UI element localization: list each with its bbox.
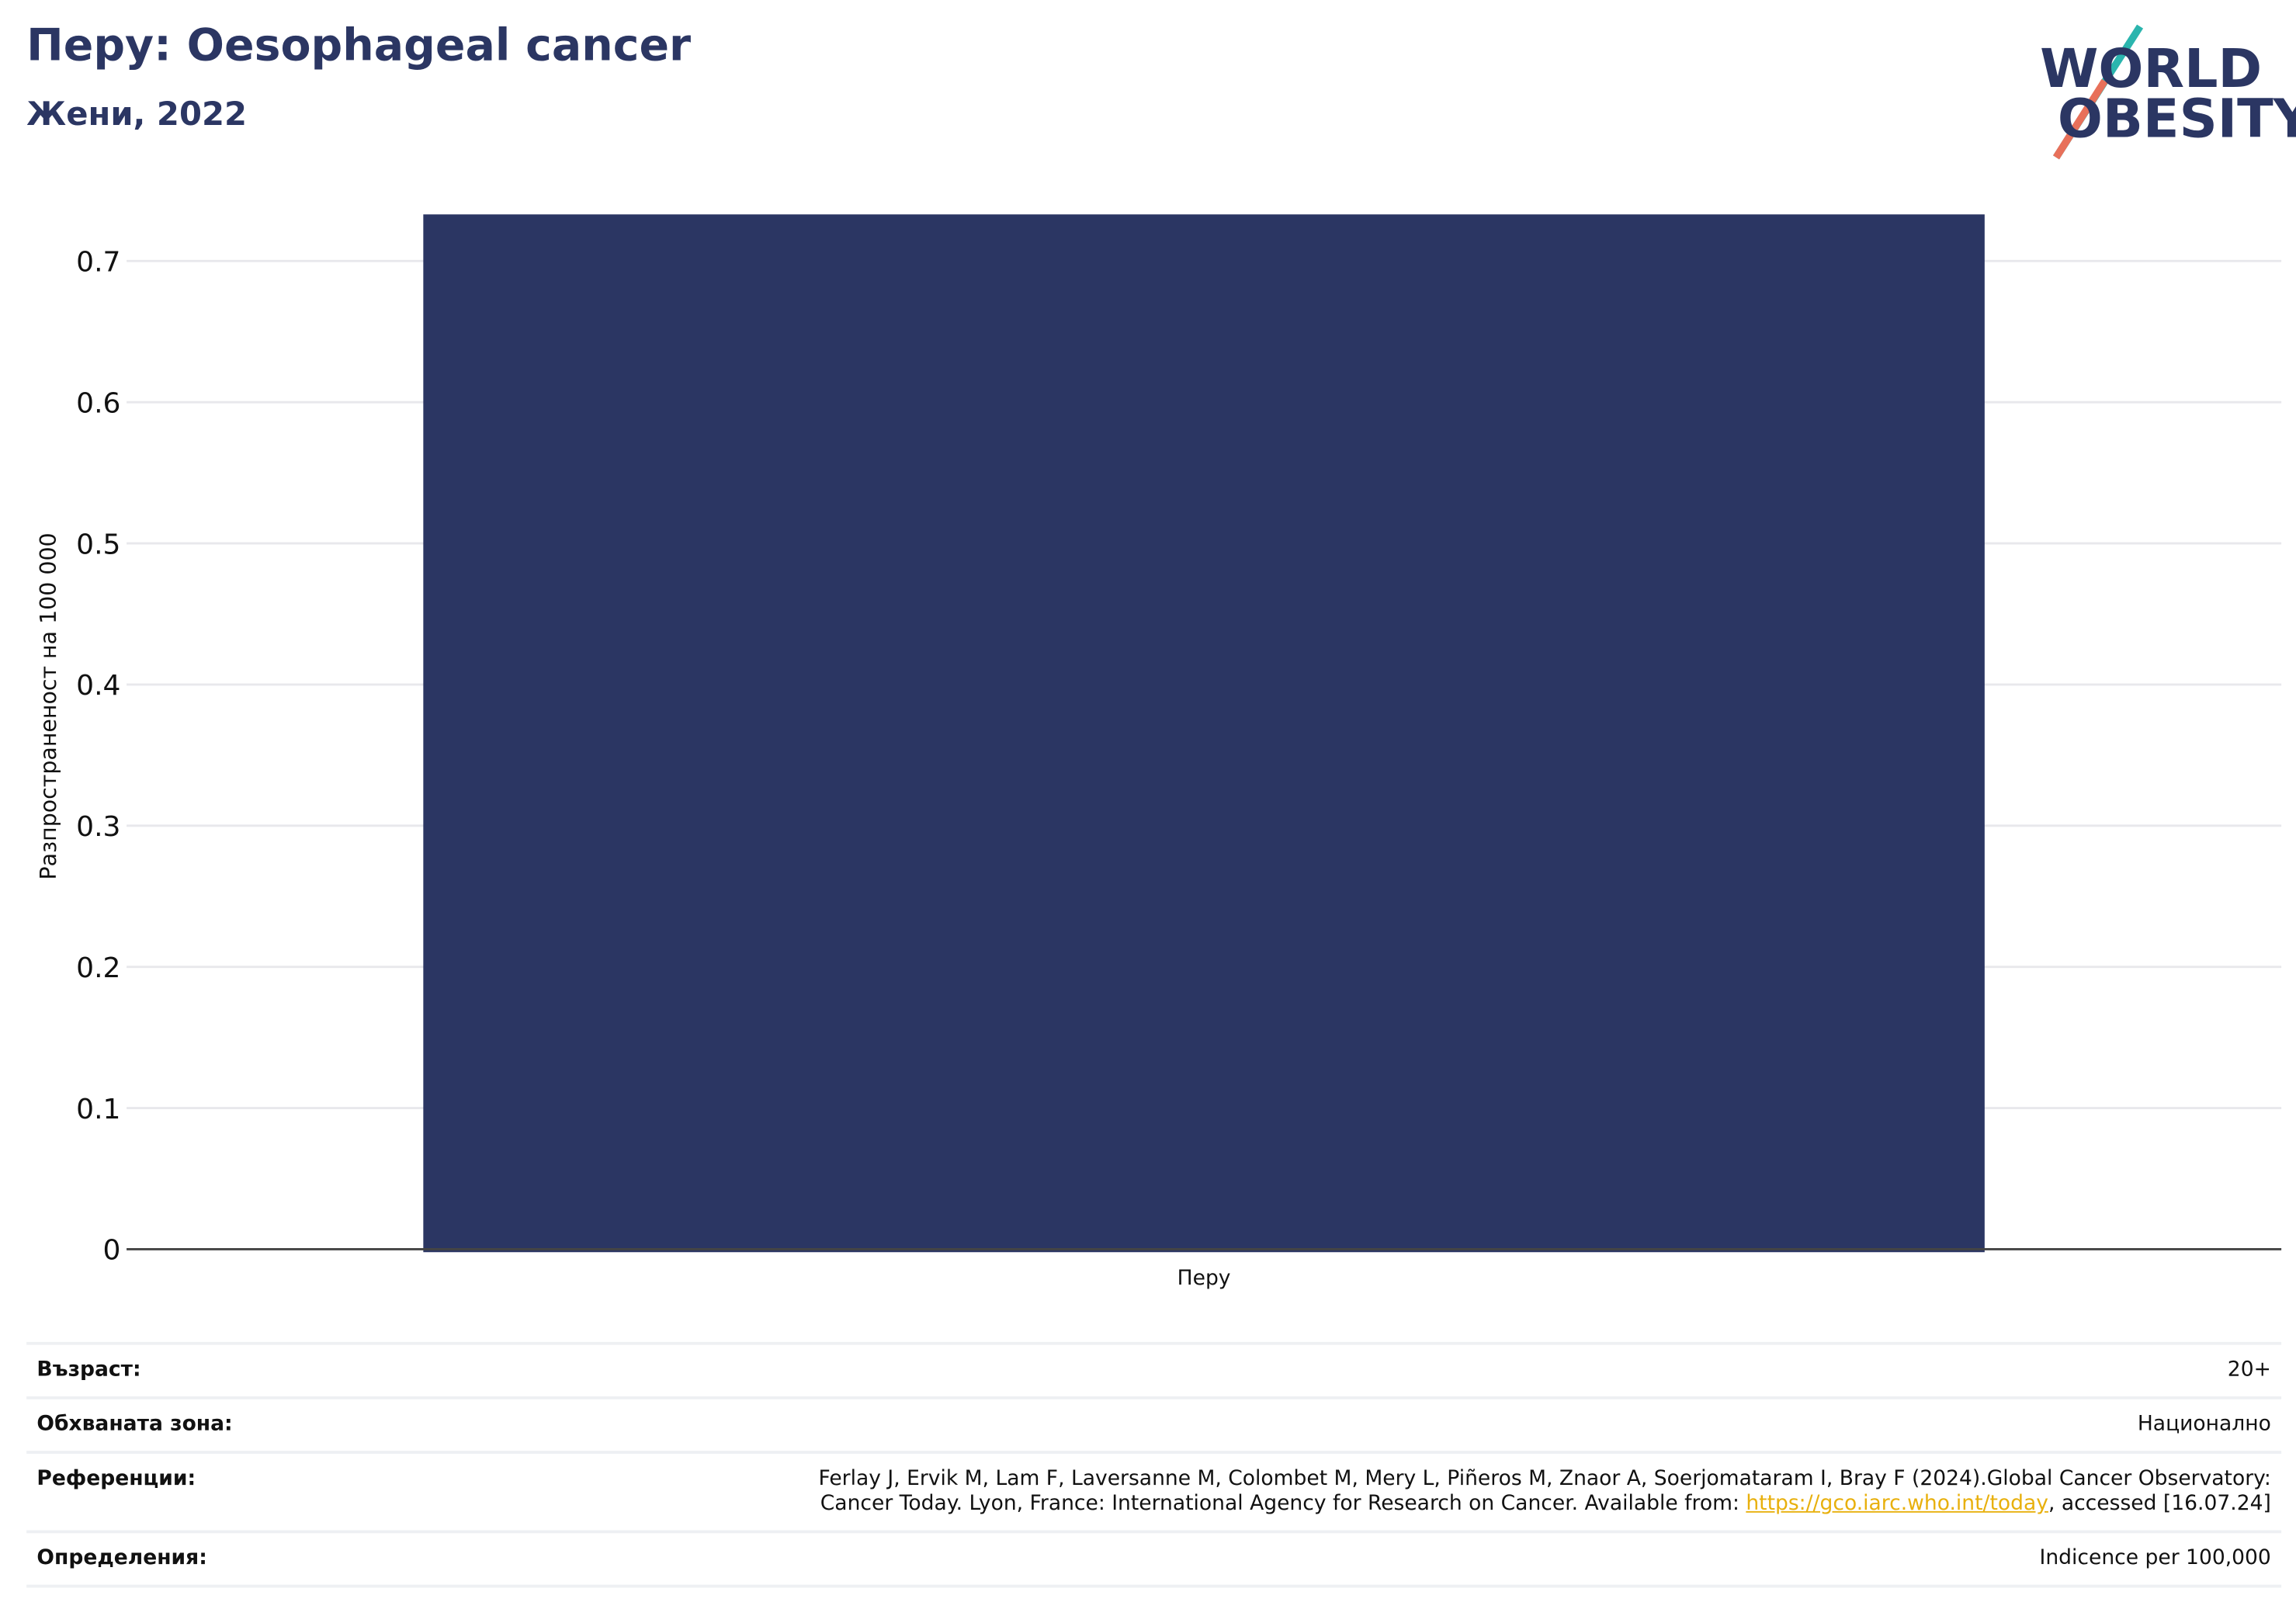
logo-mark [2052, 78, 2108, 160]
y-tick-label: 0.6 [76, 387, 120, 419]
meta-key: Референции: [36, 1467, 196, 1491]
y-tick-label: 0.2 [76, 952, 120, 984]
title: Перу: Oesophageal cancer [26, 20, 692, 72]
meta-value: Indicence per 100,000 [2039, 1546, 2271, 1570]
y-tick-label: 0 [103, 1235, 121, 1267]
meta-key: Определения: [36, 1546, 207, 1570]
meta-key: Възраст: [36, 1358, 141, 1382]
y-axis-title: Разпространеност на 100 000 [36, 532, 61, 879]
ref-link[interactable]: https://gco.iarc.who.int/today [1746, 1492, 2048, 1516]
ref-text: , accessed [16.07.24] [2048, 1492, 2271, 1516]
subtitle: Жени, 2022 [26, 97, 248, 134]
y-tick-label: 0.7 [76, 247, 120, 279]
meta-key: Обхваната зона: [36, 1412, 233, 1437]
x-tick-label: Перу [1177, 1266, 1231, 1290]
meta-row: Определения: Indicence per 100,000 [26, 1530, 2282, 1588]
meta-row: Референции: Ferlay J, Ervik M, Lam F, La… [26, 1451, 2282, 1530]
y-tick-label: 0.4 [76, 670, 120, 702]
meta-table: Възраст: 20+ Обхваната зона: Национално Ре… [26, 1341, 2282, 1588]
bar [423, 214, 1985, 1253]
y-tick-label: 0.5 [76, 529, 120, 560]
meta-value: Ferlay J, Ervik M, Lam F, Laversanne M, … [819, 1467, 2271, 1517]
y-tick-label: 0.1 [76, 1094, 120, 1125]
logo-text: WORLD [2040, 39, 2262, 100]
ref-text: Cancer Today. Lyon, France: Internationa… [820, 1492, 1746, 1516]
meta-value: Национално [2137, 1412, 2271, 1437]
meta-row: Възраст: 20+ [26, 1341, 2282, 1396]
y-tick-label: 0.3 [76, 811, 120, 843]
meta-value: 20+ [2227, 1358, 2271, 1382]
meta-row: Обхваната зона: Национално [26, 1396, 2282, 1451]
ref-text: Ferlay J, Ervik M, Lam F, Laversanne M, … [818, 1467, 2271, 1491]
logo-text: OBESITY [2058, 88, 2296, 150]
